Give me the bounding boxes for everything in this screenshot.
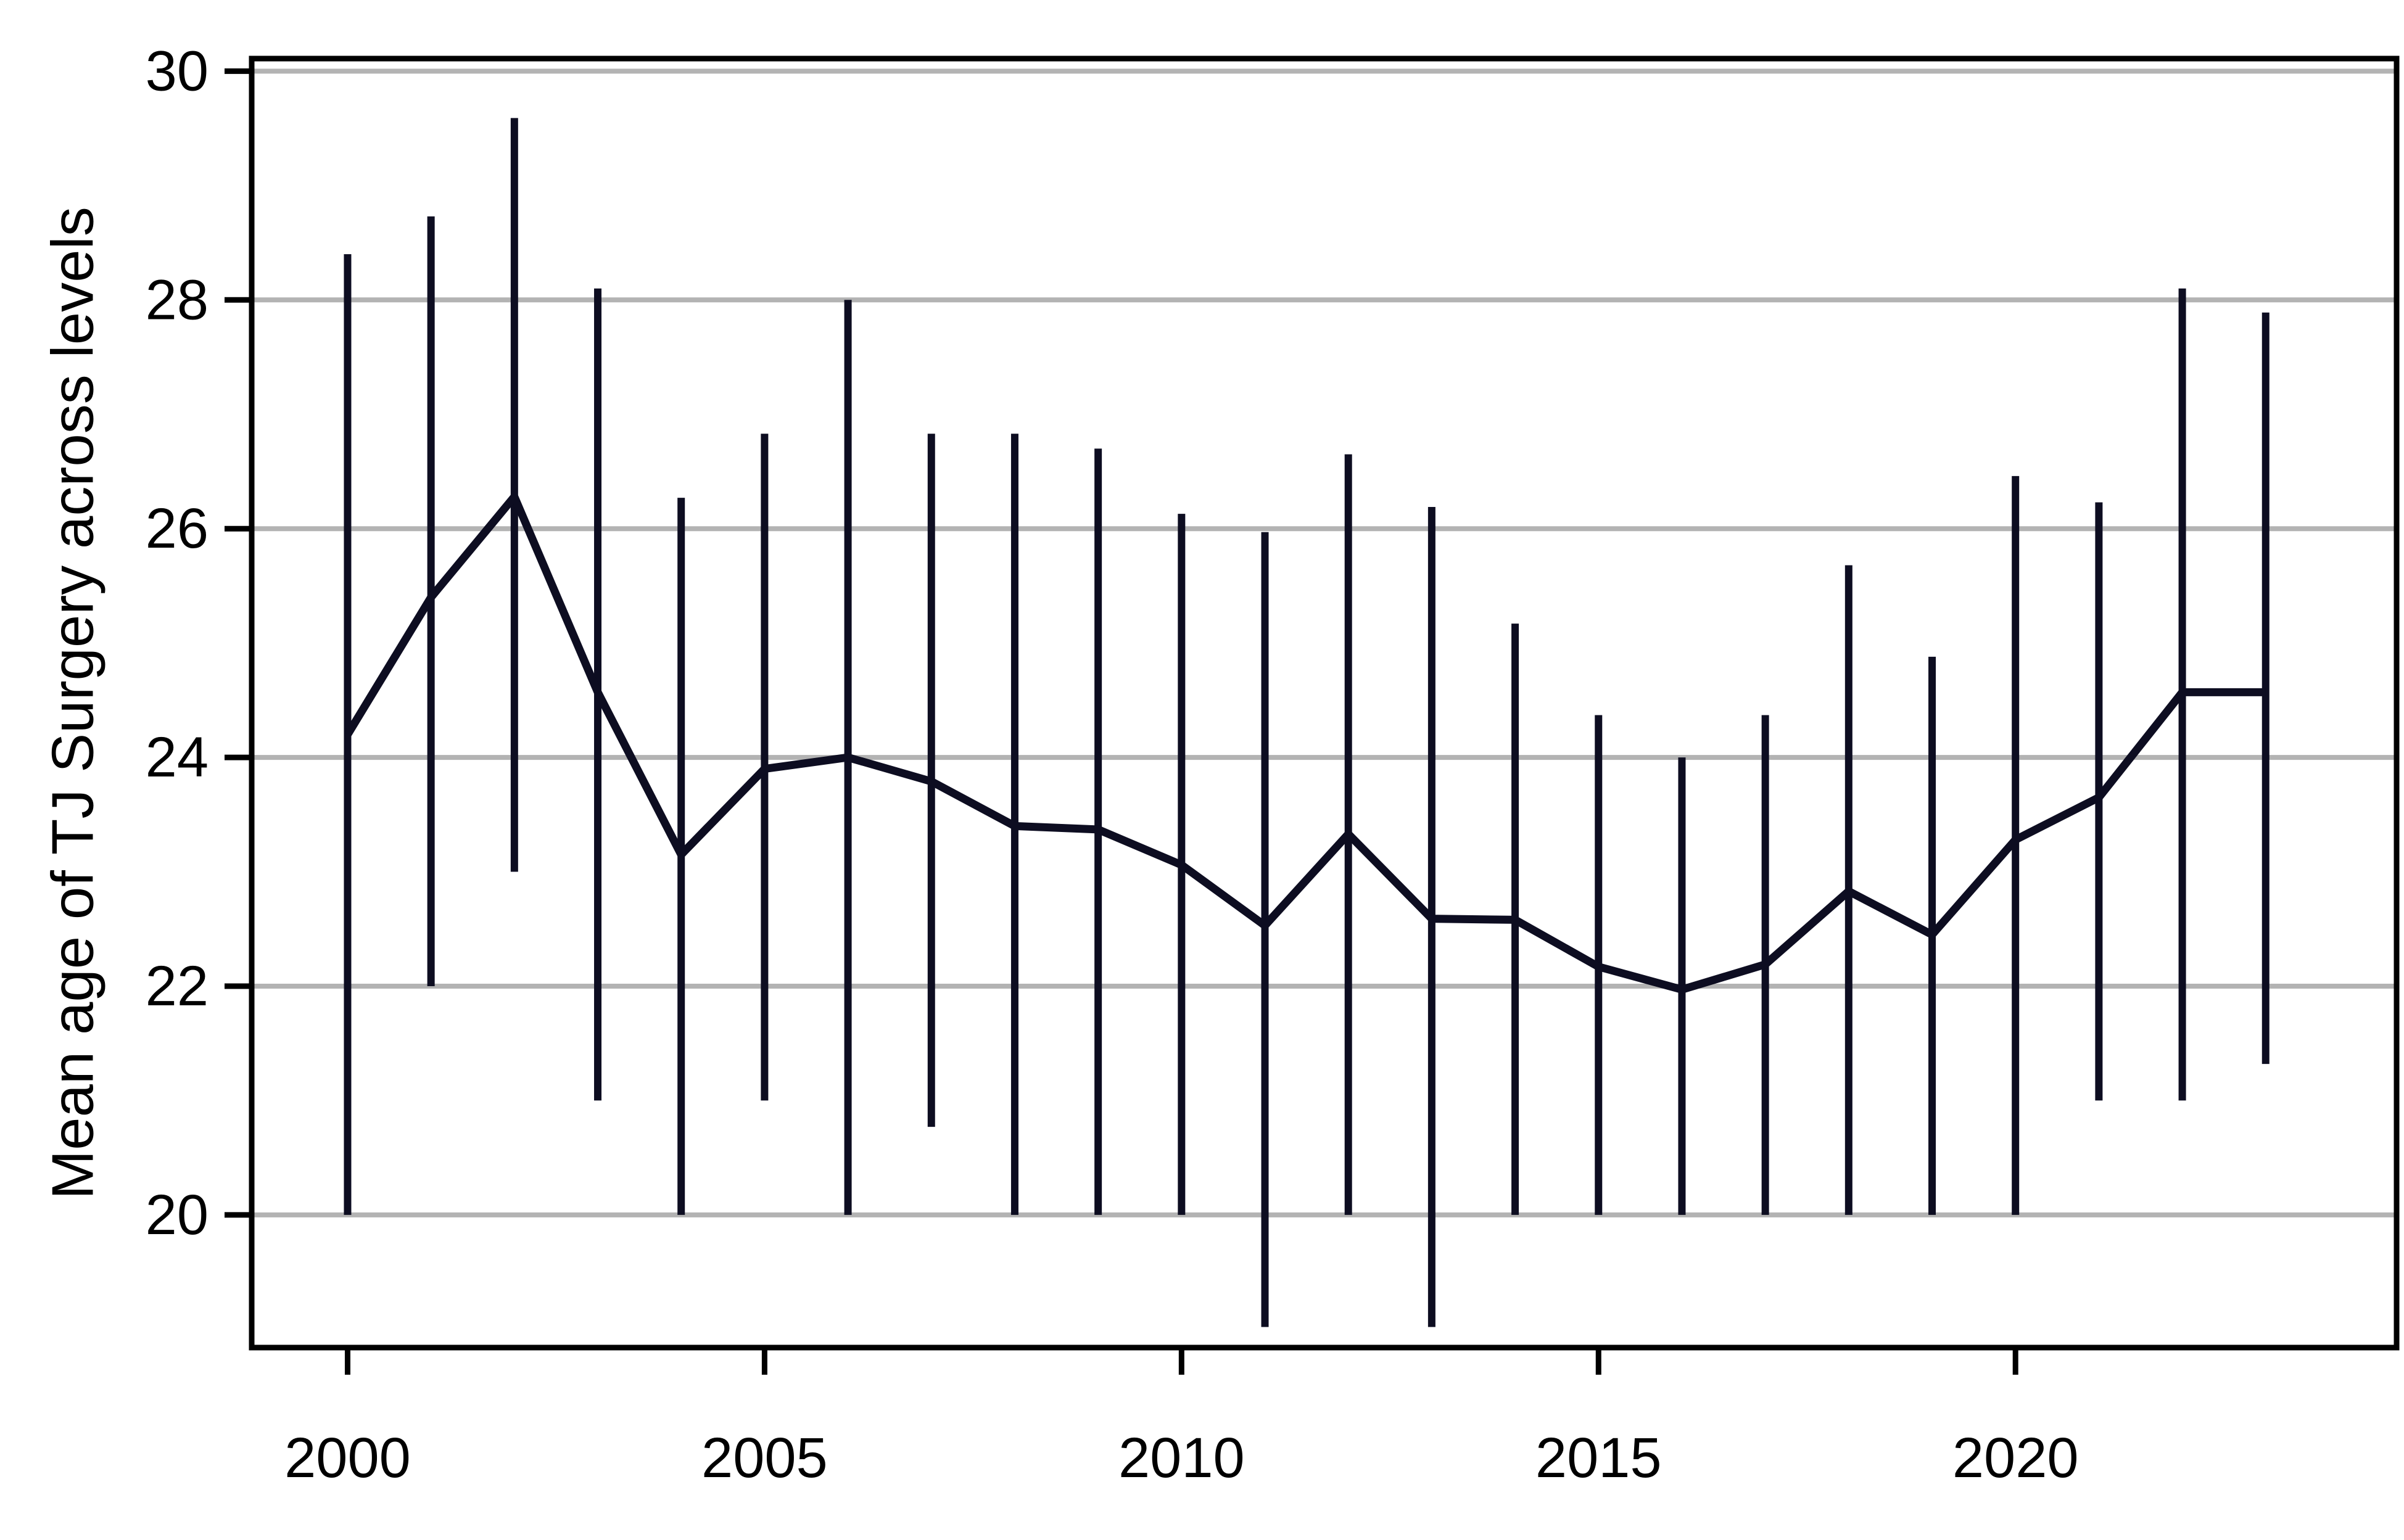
y-tick-label: 26 — [146, 497, 209, 560]
x-tick-label: 2020 — [1952, 1427, 2079, 1489]
y-tick-label: 20 — [146, 1184, 209, 1246]
y-tick-label: 24 — [146, 726, 209, 789]
y-axis-label: Mean age of TJ Surgery across levels — [40, 207, 106, 1200]
x-tick-label: 2005 — [701, 1427, 828, 1489]
x-tick-label: 2015 — [1535, 1427, 1662, 1489]
mean-line — [344, 488, 2266, 994]
plot-border — [249, 56, 2400, 1351]
y-tick-label: 28 — [146, 268, 209, 331]
x-tick-label: 2010 — [1118, 1427, 1245, 1489]
x-tick-label: 2000 — [284, 1427, 411, 1489]
y-tick-label: 30 — [146, 39, 209, 102]
y-tick-label: 22 — [146, 955, 209, 1018]
